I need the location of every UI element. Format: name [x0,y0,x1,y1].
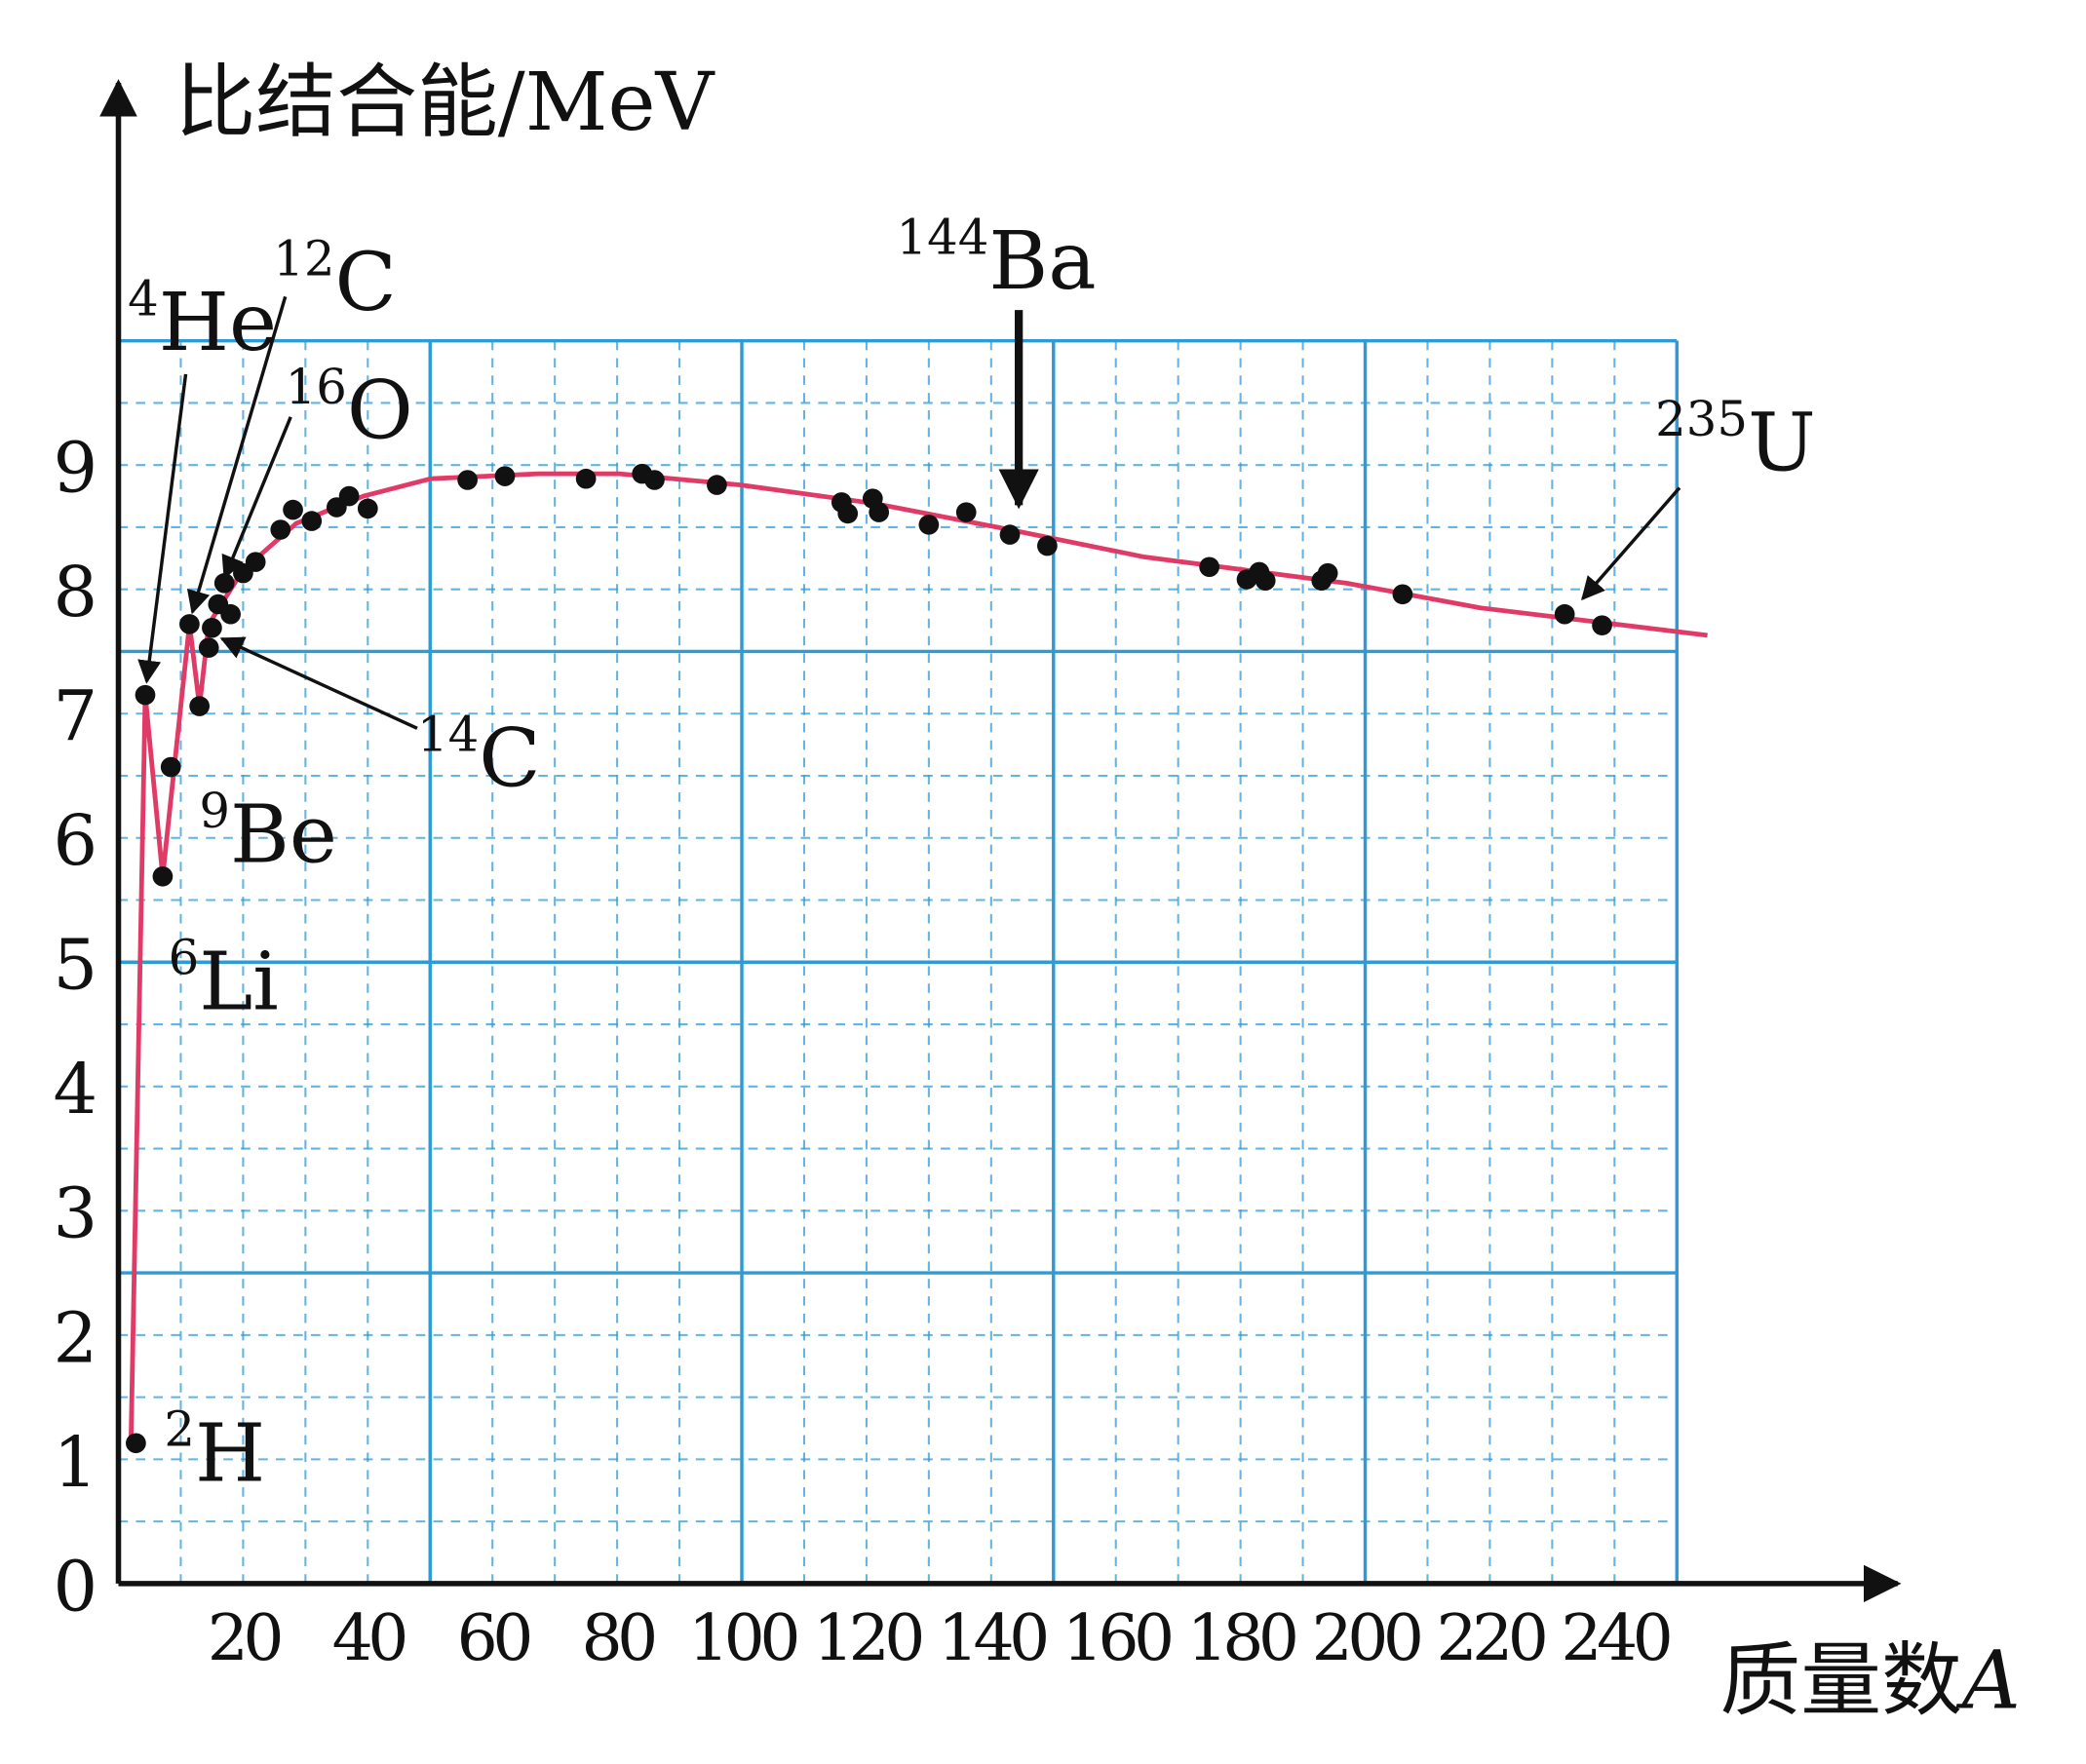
x-tick-label: 220 [1436,1600,1544,1675]
data-point [955,502,977,522]
x-tick-label: 60 [457,1600,530,1675]
annotation-symbol: He [159,277,277,370]
annotation-arrow [1581,486,1681,601]
y-tick-label: 7 [53,676,97,757]
annotation-label: 16O [286,359,413,457]
data-point [1317,562,1338,584]
data-point [869,502,890,522]
data-point [644,470,665,490]
data-point [999,524,1021,545]
data-point [1392,584,1413,605]
y-tick-label: 1 [53,1422,97,1503]
data-point [1037,535,1058,556]
data-point [707,475,727,495]
data-point [179,614,200,634]
data-point [126,1433,146,1454]
annotation-arrow [137,373,188,684]
annotation-mass: 235 [1655,391,1748,447]
data-point [220,603,241,625]
y-tick-label: 8 [53,552,97,633]
annotation-mass: 14 [417,707,479,763]
x-axis-title-var: A [1955,1634,2021,1728]
annotation-symbol: Ba [988,214,1096,308]
annotation-label: 6Li [169,930,279,1028]
data-point [457,470,478,490]
annotation-label: 144Ba [897,210,1097,308]
x-tick-label: 80 [581,1600,654,1675]
annotation-symbol: C [479,712,540,806]
y-tick-label: 2 [53,1297,97,1378]
data-point [202,617,222,638]
x-axis-title: 质量数A [1719,1634,2020,1728]
data-point [160,756,181,778]
data-point [918,515,940,535]
annotation-arrow [219,636,418,730]
y-tick-label: 3 [53,1173,97,1254]
y-tick-label: 9 [53,428,97,509]
data-point [494,466,516,486]
data-point [1255,570,1276,592]
data-point [283,499,303,520]
x-tick-label: 20 [208,1600,281,1675]
annotation-mass: 12 [273,231,334,288]
data-point [357,498,378,519]
data-point [135,684,156,706]
x-tick-label: 140 [938,1600,1046,1675]
annotation-symbol: H [195,1407,265,1501]
data-point [152,865,174,887]
annotation-mass: 144 [897,210,989,266]
x-tick-label: 40 [332,1600,406,1675]
annotation-mass: 16 [286,359,347,415]
y-tick-label: 5 [53,925,97,1006]
annotation-mass: 6 [169,930,200,986]
data-point [575,468,597,489]
annotation-label: 2H [164,1401,265,1500]
annotation-label: 4He [128,271,277,369]
annotation-symbol: O [347,364,413,458]
grid [118,338,1680,1584]
x-tick-label: 160 [1062,1600,1171,1675]
annotation-label: 235U [1655,391,1816,489]
data-point [301,511,323,531]
annotation-symbol: C [335,236,397,329]
data-point [338,485,360,507]
x-axis-title-text: 质量数 [1719,1634,1962,1728]
y-tick-label: 4 [53,1049,97,1130]
annotation-symbol: Li [199,936,278,1029]
data-point [1199,556,1220,578]
x-tick-label: 100 [688,1600,796,1675]
x-tick-label: 240 [1561,1600,1669,1675]
annotation-mass: 2 [164,1401,195,1458]
x-tick-label: 120 [813,1600,921,1675]
data-point [1554,603,1575,625]
annotation-symbol: Be [230,788,337,882]
data-point [245,552,266,572]
annotation-label: 14C [417,707,541,805]
annotation-symbol: U [1748,397,1816,490]
y-axis-title: 比结合能/MeV [174,56,715,149]
annotation-label: 12C [273,231,397,329]
annotation-arrow [221,416,292,580]
data-point [270,519,291,540]
y-tick-label: 0 [53,1547,97,1628]
annotation-label: 9Be [199,783,337,881]
annotation-arrow [186,295,288,615]
data-point [198,637,219,658]
y-tick-label: 6 [53,800,97,881]
data-point [837,503,859,524]
x-tick-label: 180 [1187,1600,1295,1675]
data-point [189,696,210,716]
data-point [1592,615,1612,635]
x-tick-label: 200 [1312,1600,1420,1675]
annotation-mass: 9 [199,783,230,839]
annotation-mass: 4 [128,271,159,327]
